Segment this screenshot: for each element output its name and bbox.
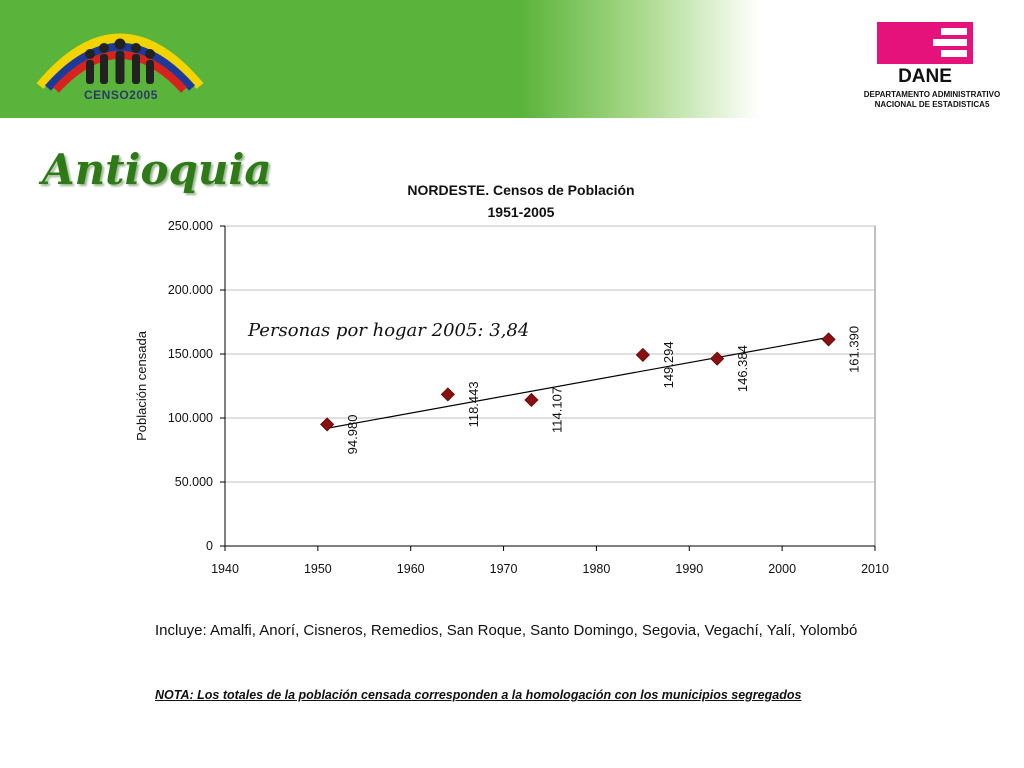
y-axis-label: Población censada [134,330,149,441]
x-tick-label: 1970 [490,562,518,576]
data-point [710,351,725,366]
x-tick-label: 1980 [583,562,611,576]
x-tick-label: 2010 [861,562,889,576]
dane-subtitle-line2: NACIONAL DE ESTADISTICA5 [874,100,990,109]
data-point [524,392,539,408]
dane-logo: DANE [877,22,973,84]
y-tick-label: 0 [206,539,213,553]
plot-area: 0 50.000 100.000 150.000 200.000 250.000 1940 1… [168,219,889,576]
data-label: 94.980 [345,415,360,455]
note-text: NOTA: Los totales de la población censad… [155,688,802,702]
header-banner: CENSO2005 DANE DEPARTAMENTO ADMINISTRATI… [0,0,1024,118]
y-tick-label: 50.000 [175,475,213,489]
data-point [821,332,836,347]
chart-annotation: Personas por hogar 2005: 3,84 [247,320,529,341]
censo-logo [36,33,204,93]
page-title: Antioquia [42,145,272,194]
population-chart: NORDESTE. Censos de Población 1951-2005 … [134,182,889,576]
plot-frame [224,225,876,547]
data-label: 146.384 [735,345,750,392]
dane-subtitle: DEPARTAMENTO ADMINISTRATIVO NACIONAL DE … [848,90,1016,110]
x-tick-label: 1990 [675,562,703,576]
censo-logo-text: CENSO2005 [84,88,158,102]
x-tick-label: 2000 [768,562,796,576]
data-label: 114.107 [549,387,564,433]
includes-text: Incluye: Amalfi, Anorí, Cisneros, Remedi… [155,622,858,639]
data-point [320,417,335,432]
dane-logo-text: DANE [898,66,952,84]
chart-title: NORDESTE. Censos de Población [407,182,634,198]
x-tick-label: 1940 [211,562,239,576]
trendline [327,336,829,429]
y-tick-label: 100.000 [168,411,213,425]
x-tick-label: 1950 [304,562,332,576]
data-label: 149.294 [661,341,676,388]
x-tick-label: 1960 [397,562,425,576]
data-point [440,387,455,402]
dane-subtitle-line1: DEPARTAMENTO ADMINISTRATIVO [863,90,1001,99]
data-label: 161.390 [847,326,862,373]
y-tick-label: 150.000 [168,347,213,361]
chart-subtitle: 1951-2005 [488,204,555,220]
y-tick-label: 200.000 [168,283,213,297]
data-label: 118.443 [466,381,481,427]
y-tick-label: 250.000 [168,219,213,233]
data-point [635,347,650,362]
